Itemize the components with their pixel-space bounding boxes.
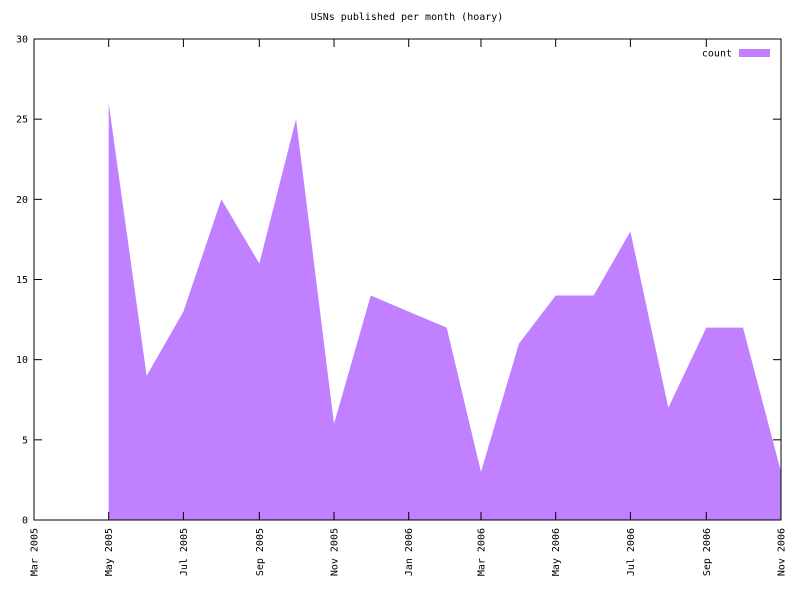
x-tick-label: Nov 2006: [777, 528, 788, 576]
y-tick-label: 5: [22, 435, 28, 446]
x-tick-label: Sep 2005: [255, 528, 266, 576]
x-tick-label: Mar 2005: [30, 528, 41, 576]
y-tick-label: 25: [16, 115, 28, 126]
x-tick-label: Nov 2005: [330, 528, 341, 576]
x-tick-label: May 2006: [551, 528, 562, 576]
y-tick-label: 30: [16, 35, 28, 46]
x-tick-label: Mar 2006: [476, 528, 487, 576]
x-tick-label: Jul 2006: [626, 528, 637, 576]
y-tick-label: 0: [22, 516, 28, 527]
legend-label: count: [702, 49, 732, 60]
area: [108, 103, 781, 520]
x-tick-label: Jan 2006: [404, 528, 415, 576]
legend-swatch: [739, 49, 770, 57]
x-tick-label: Jul 2005: [179, 528, 190, 576]
y-tick-label: 15: [16, 275, 28, 286]
x-tick-label: May 2005: [104, 528, 115, 576]
y-tick-label: 20: [16, 195, 28, 206]
y-tick-label: 10: [16, 355, 28, 366]
chart-title: USNs published per month (hoary): [311, 12, 504, 23]
x-tick-label: Sep 2006: [702, 528, 713, 576]
